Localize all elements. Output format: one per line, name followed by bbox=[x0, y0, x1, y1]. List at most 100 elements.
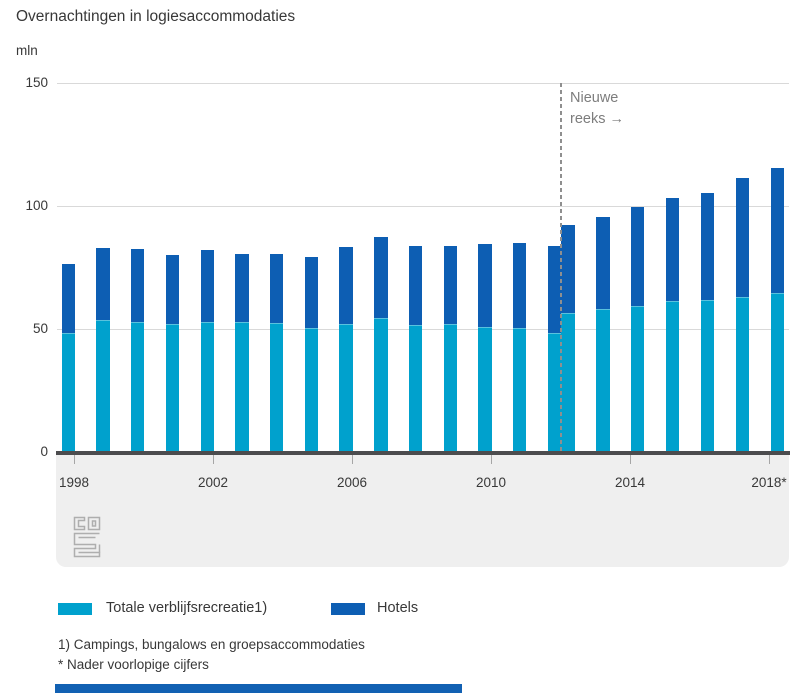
bar-segment-verblijfsrecreatie[interactable] bbox=[770, 293, 784, 452]
x-axis-band: 1998 2002 2006 2010 2014 2018* bbox=[56, 455, 789, 567]
gridline-150 bbox=[57, 82, 789, 84]
chart-title: Overnachtingen in logiesaccommodaties bbox=[16, 8, 296, 25]
bar-segment-verblijfsrecreatie[interactable] bbox=[735, 297, 750, 452]
bottom-partial-bar bbox=[55, 684, 462, 693]
bar-segment-verblijfsrecreatie[interactable] bbox=[547, 332, 562, 452]
bar-segment-hotels[interactable] bbox=[374, 236, 388, 318]
bar-2002[interactable] bbox=[200, 250, 214, 452]
bar-2005[interactable] bbox=[304, 256, 319, 452]
bar-segment-hotels[interactable] bbox=[631, 207, 645, 306]
new-series-annotation: Nieuwe reeks → bbox=[570, 88, 624, 130]
bar-2015[interactable] bbox=[665, 197, 680, 452]
bar-segment-hotels[interactable] bbox=[235, 254, 249, 322]
bar-segment-hotels[interactable] bbox=[269, 254, 284, 323]
bar-segment-verblijfsrecreatie[interactable] bbox=[665, 300, 680, 452]
bar-2016[interactable] bbox=[700, 192, 715, 452]
bar-2008[interactable] bbox=[408, 245, 423, 452]
bar-segment-hotels[interactable] bbox=[547, 245, 562, 333]
bar-2006[interactable] bbox=[339, 246, 353, 452]
x-axis-line bbox=[56, 451, 790, 455]
bar-1998[interactable] bbox=[61, 263, 75, 452]
x-axis-tick-label-2010: 2010 bbox=[475, 475, 507, 490]
x-axis-tickmark-2010 bbox=[491, 455, 492, 464]
bar-segment-hotels[interactable] bbox=[200, 250, 214, 322]
x-axis-tick-label-2002: 2002 bbox=[197, 475, 229, 490]
footnote-1: 1) Campings, bungalows en groepsaccommod… bbox=[58, 637, 365, 652]
bar-segment-hotels[interactable] bbox=[770, 168, 784, 294]
y-axis-unit-label: mln bbox=[16, 43, 38, 58]
x-axis-tick-label-1998: 1998 bbox=[58, 475, 90, 490]
footnote-2: * Nader voorlopige cijfers bbox=[58, 656, 209, 672]
bar-2018[interactable] bbox=[770, 168, 784, 452]
footnotes: 1) Campings, bungalows en groepsaccommod… bbox=[58, 635, 365, 674]
bar-segment-hotels[interactable] bbox=[443, 245, 458, 325]
bar-segment-hotels[interactable] bbox=[96, 247, 110, 321]
y-axis-tick-label-0: 0 bbox=[40, 444, 48, 459]
x-axis-tick-label-2018: 2018* bbox=[751, 475, 787, 490]
bar-2004[interactable] bbox=[269, 254, 284, 452]
plot-area: Nieuwe reeks → 0 50 100 150 bbox=[25, 75, 789, 459]
bar-segment-verblijfsrecreatie[interactable] bbox=[443, 324, 458, 452]
bar-segment-hotels[interactable] bbox=[165, 255, 180, 325]
bar-segment-verblijfsrecreatie[interactable] bbox=[631, 305, 645, 452]
bar-2014[interactable] bbox=[631, 207, 645, 452]
bar-2007[interactable] bbox=[374, 236, 388, 452]
bar-2010[interactable] bbox=[478, 244, 492, 452]
bar-2017[interactable] bbox=[735, 177, 750, 452]
bar-segment-hotels[interactable] bbox=[735, 177, 750, 298]
gridline-100 bbox=[57, 205, 789, 207]
x-axis-tick-label-2006: 2006 bbox=[336, 475, 368, 490]
bar-segment-hotels[interactable] bbox=[304, 256, 319, 328]
bar-segment-hotels[interactable] bbox=[339, 246, 353, 325]
legend-swatch-hotels[interactable] bbox=[331, 603, 365, 615]
bar-2001[interactable] bbox=[165, 255, 180, 452]
legend-label-hotels[interactable]: Hotels bbox=[377, 600, 419, 616]
bar-2000[interactable] bbox=[131, 249, 145, 452]
bar-2003[interactable] bbox=[235, 254, 249, 452]
bar-segment-verblijfsrecreatie[interactable] bbox=[269, 322, 284, 452]
annotation-line-1: Nieuwe bbox=[570, 90, 619, 106]
bar-segment-verblijfsrecreatie[interactable] bbox=[304, 327, 319, 452]
bar-segment-hotels[interactable] bbox=[513, 243, 527, 328]
bar-2012-oude-reeks[interactable] bbox=[547, 245, 562, 452]
x-axis-tick-label-2014: 2014 bbox=[614, 475, 646, 490]
bar-segment-verblijfsrecreatie[interactable] bbox=[478, 326, 492, 452]
bar-1999[interactable] bbox=[96, 247, 110, 452]
new-series-divider-line bbox=[560, 83, 562, 452]
bar-segment-verblijfsrecreatie[interactable] bbox=[561, 313, 575, 452]
bar-segment-hotels[interactable] bbox=[561, 224, 575, 314]
bar-segment-verblijfsrecreatie[interactable] bbox=[339, 324, 353, 452]
bar-segment-verblijfsrecreatie[interactable] bbox=[96, 320, 110, 452]
legend-swatch-verblijfsrecreatie[interactable] bbox=[58, 603, 92, 615]
bar-segment-verblijfsrecreatie[interactable] bbox=[131, 321, 145, 452]
y-axis-tick-label-50: 50 bbox=[32, 321, 48, 337]
x-axis-tickmark-1998 bbox=[74, 455, 75, 464]
bar-segment-verblijfsrecreatie[interactable] bbox=[200, 321, 214, 452]
x-axis-tickmark-2002 bbox=[213, 455, 214, 464]
x-axis-tickmark-2006 bbox=[352, 455, 353, 464]
bar-2013[interactable] bbox=[596, 217, 610, 452]
bar-segment-verblijfsrecreatie[interactable] bbox=[235, 321, 249, 452]
bar-segment-hotels[interactable] bbox=[478, 244, 492, 327]
bar-2012-nieuwe-reeks[interactable] bbox=[561, 224, 575, 452]
gridline-50 bbox=[57, 328, 789, 330]
bar-segment-hotels[interactable] bbox=[131, 249, 145, 322]
bar-segment-verblijfsrecreatie[interactable] bbox=[165, 324, 180, 452]
bar-segment-verblijfsrecreatie[interactable] bbox=[408, 325, 423, 452]
bar-segment-verblijfsrecreatie[interactable] bbox=[513, 327, 527, 452]
cbs-logo-icon bbox=[73, 516, 101, 558]
bar-segment-hotels[interactable] bbox=[596, 217, 610, 310]
legend-label-verblijfsrecreatie[interactable]: Totale verblijfsrecreatie1) bbox=[106, 600, 268, 616]
bar-2009[interactable] bbox=[443, 245, 458, 452]
bar-segment-hotels[interactable] bbox=[61, 263, 75, 333]
y-axis-tick-label-150: 150 bbox=[25, 75, 48, 91]
bar-segment-verblijfsrecreatie[interactable] bbox=[374, 318, 388, 452]
bar-2011[interactable] bbox=[513, 243, 527, 452]
bar-segment-verblijfsrecreatie[interactable] bbox=[700, 299, 715, 452]
bar-segment-hotels[interactable] bbox=[700, 192, 715, 300]
bar-segment-verblijfsrecreatie[interactable] bbox=[596, 309, 610, 452]
bar-segment-hotels[interactable] bbox=[408, 245, 423, 326]
bar-segment-hotels[interactable] bbox=[665, 197, 680, 301]
bar-segment-verblijfsrecreatie[interactable] bbox=[61, 332, 75, 452]
